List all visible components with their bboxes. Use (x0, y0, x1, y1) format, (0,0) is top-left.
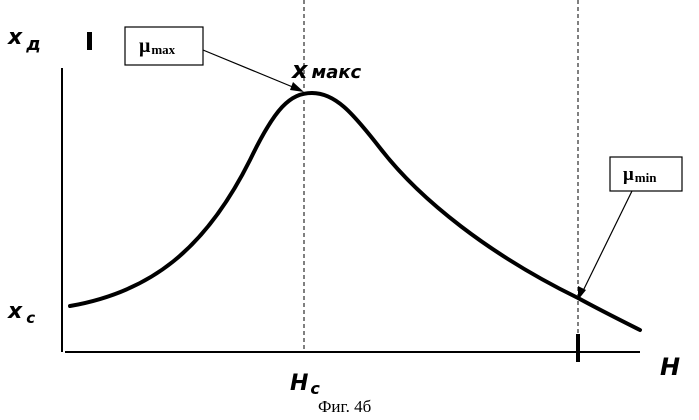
y-start-label: xc (7, 299, 35, 327)
y-axis-arrow (87, 32, 92, 50)
mu-min-arrow (581, 191, 632, 295)
mu-min-box: μmin (610, 157, 682, 191)
figure-caption: Фиг. 4б (318, 397, 371, 416)
curve (70, 93, 640, 330)
x-center-label: Hc (290, 371, 320, 398)
x-axis-label: H (660, 353, 680, 381)
peak-label: xмакс (291, 56, 362, 84)
y-axis-label: xд (7, 25, 41, 55)
mu-max-box: μmax (125, 27, 203, 65)
mu-max-arrow (203, 50, 300, 90)
